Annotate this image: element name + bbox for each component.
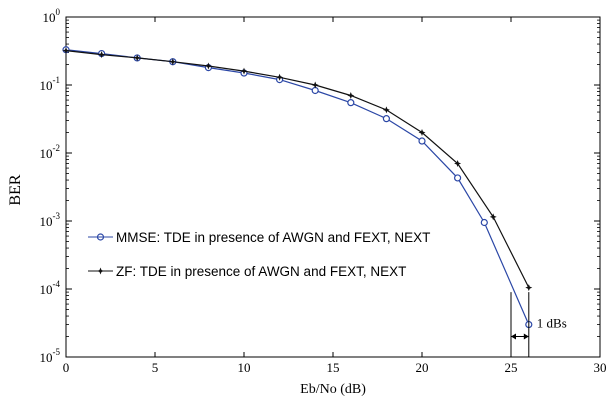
annotation-arrowhead-left xyxy=(511,333,516,340)
x-tick-label: 30 xyxy=(594,360,607,375)
legend: MMSE: TDE in presence of AWGN and FEXT, … xyxy=(88,230,430,279)
data-point xyxy=(454,174,462,182)
y-tick-base: 10 xyxy=(43,10,56,25)
data-point xyxy=(240,67,248,75)
annotation-layer: 1 dBs xyxy=(510,292,567,357)
y-tick-base: 10 xyxy=(40,214,53,229)
data-point xyxy=(418,129,426,136)
y-tick-exp: -4 xyxy=(53,279,61,289)
data-point xyxy=(169,58,177,66)
y-tick-label: 10-3 xyxy=(40,211,61,229)
x-tick-label: 15 xyxy=(327,360,340,375)
y-tick-exp: -2 xyxy=(53,143,61,153)
data-point xyxy=(480,218,488,227)
data-point xyxy=(525,284,533,292)
series-layer xyxy=(62,46,533,329)
x-tick-label: 0 xyxy=(63,360,70,375)
legend-label-zf: ZF: TDE in presence of AWGN and FEXT, NE… xyxy=(116,264,406,279)
y-tick-label: 10-4 xyxy=(40,279,61,297)
x-tick-label: 20 xyxy=(416,360,429,375)
y-tick-label: 10-2 xyxy=(40,143,61,161)
x-tick-label: 25 xyxy=(505,360,518,375)
y-tick-exp: -1 xyxy=(53,75,61,85)
data-point xyxy=(276,73,284,81)
x-axis-label: Eb/No (dB) xyxy=(300,382,366,397)
data-point xyxy=(382,115,390,123)
data-point xyxy=(489,213,497,221)
data-point xyxy=(382,106,390,114)
y-axis-label: BER xyxy=(7,174,24,205)
y-tick-base: 10 xyxy=(40,78,53,93)
series-line-1 xyxy=(65,50,530,288)
y-tick-label: 10-5 xyxy=(40,347,61,365)
annotation-arrowhead-right xyxy=(523,333,529,340)
y-tick-label: 100 xyxy=(43,7,61,25)
y-tick-exp: 0 xyxy=(56,7,61,17)
legend-marker-zf xyxy=(97,267,104,275)
data-point xyxy=(347,99,355,107)
y-tick-label: 10-1 xyxy=(40,75,61,93)
data-point xyxy=(311,81,319,89)
x-tick-label: 5 xyxy=(152,360,159,375)
data-point xyxy=(454,160,462,167)
data-point xyxy=(347,92,355,99)
y-tick-exp: -5 xyxy=(53,347,61,357)
annotation-label: 1 dBs xyxy=(537,316,567,331)
legend-label-mmse: MMSE: TDE in presence of AWGN and FEXT, … xyxy=(116,230,430,245)
data-point xyxy=(133,54,141,62)
data-point xyxy=(98,51,106,59)
y-tick-base: 10 xyxy=(40,146,53,161)
plot-area xyxy=(65,16,601,358)
y-tick-base: 10 xyxy=(40,282,53,297)
y-tick-base: 10 xyxy=(40,350,53,365)
data-point xyxy=(204,62,212,70)
data-point xyxy=(418,137,426,145)
x-axis-ticks: 0 5 10 15 20 25 30 xyxy=(63,17,607,375)
x-tick-label: 10 xyxy=(238,360,251,375)
legend-marker-mmse xyxy=(96,233,105,241)
data-point xyxy=(62,47,70,55)
y-tick-exp: -3 xyxy=(53,211,61,221)
